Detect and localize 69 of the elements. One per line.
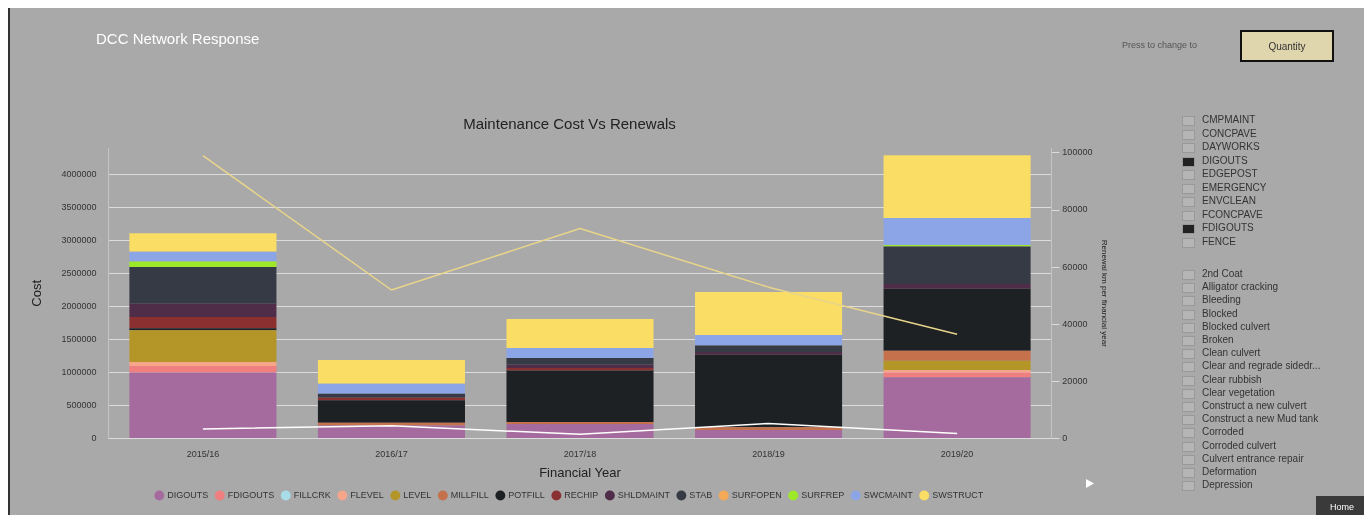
y-tick-label: 0 [91,433,97,444]
y-tick-label: 1500000 [61,334,97,345]
legend-label: RECHIP [564,489,599,500]
legend-label: POTFILL [508,489,545,500]
y2-tick-label: 0 [1062,433,1068,444]
y2-tick-label: 40000 [1062,318,1088,329]
y2-tick-label: 60000 [1062,261,1088,272]
text: Bleeding [1202,294,1241,306]
legend-label: SHLDMAINT [617,489,671,500]
text: DIGOUTS [1202,154,1248,166]
text: Broken [1202,334,1234,345]
x-tick-label: 2016/17 [375,449,408,460]
text: CONCPAVE [1202,127,1257,139]
x-tick-label: 2017/18 [563,449,597,460]
text: Clear vegetation [1202,386,1275,398]
text: Home [1329,501,1355,514]
text: Quantity [1240,30,1334,62]
text: ENVCLEAN [1202,195,1256,206]
text: Culvert entrance repair [1202,452,1304,464]
text: FDIGOUTS [1202,222,1254,233]
text: DAYWORKS [1202,141,1260,152]
legend-label: FILLCRK [293,489,331,500]
text: Deformation [1202,466,1257,477]
legend-label: FLEVEL [350,489,384,500]
legend-label: SWSTRUCT [932,489,984,500]
legend-label: LEVEL [403,489,432,500]
y2-tick-label: 100000 [1062,147,1093,158]
text: FENCE [1202,235,1236,247]
y2-axis-title: Renewal km per financial year [1100,239,1109,348]
x-tick-label: 2018/19 [752,449,785,460]
text: Blocked [1202,307,1238,319]
x-tick-label: 2019/20 [940,449,974,460]
x-axis-title: Financial Year [539,464,622,480]
text: Press to change to [1122,40,1198,50]
legend-label: MILLFILL [450,489,489,500]
text: Construct a new culvert [1202,400,1307,411]
chart-subtitle: Maintenance Cost Vs Renewals [463,115,676,133]
text: Blocked culvert [1202,320,1270,332]
text: Clear rubbish [1202,373,1262,385]
text: Depression [1202,479,1253,491]
text: CMPMAINT [1202,114,1256,125]
legend-label: SURFOPEN [731,489,782,500]
text: EDGEPOST [1202,168,1258,179]
legend-label: STAB [689,489,713,500]
y-tick-label: 3500000 [61,201,97,212]
y-tick-label: 2500000 [61,267,97,278]
y-tick-label: 500000 [66,400,97,411]
legend-label: SURFREP [801,489,845,500]
text: EMERGENCY [1202,181,1267,193]
text: FCONCPAVE [1202,208,1263,220]
text: Construct a new Mud tank [1202,413,1319,425]
y-tick-label: 3000000 [61,234,97,245]
legend-label: DIGOUTS [167,489,209,500]
text: Alligator cracking [1202,281,1279,293]
y-axis-title: Cost [29,279,45,307]
y-tick-label: 1000000 [61,367,97,378]
y2-tick-label: 80000 [1062,204,1088,215]
text: 2nd Coat [1202,268,1243,279]
x-tick-label: 2015/16 [186,449,220,460]
text: Corroded [1202,426,1244,438]
text: Corroded culvert [1202,439,1276,451]
text: Clean culvert [1202,347,1261,359]
legend-label: FDIGOUTS [227,489,275,500]
y2-tick-label: 20000 [1062,375,1088,386]
legend-label: SWCMAINT [863,489,914,500]
y-tick-label: 2000000 [61,300,97,311]
text: Clear and regrade sidedr... [1202,360,1321,372]
chart-title: DCC Network Response [96,30,260,47]
y-tick-label: 4000000 [61,168,97,179]
